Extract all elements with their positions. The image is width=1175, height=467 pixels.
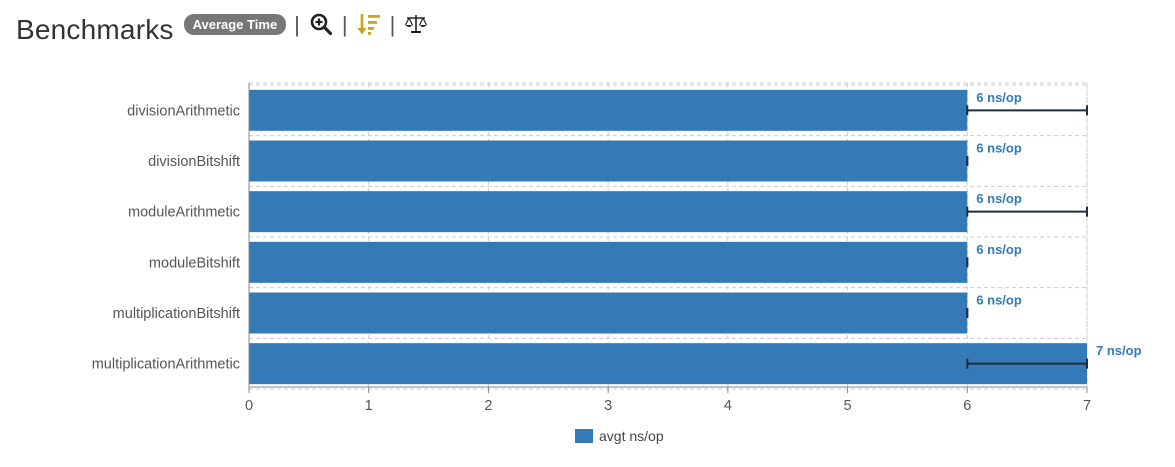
x-tick-label: 7 <box>1083 398 1091 414</box>
x-tick-label: 1 <box>365 398 373 414</box>
toolbar-separator: | <box>294 12 300 37</box>
bar[interactable] <box>249 140 968 182</box>
balance-scale-icon <box>405 15 428 33</box>
header: Benchmarks Average Time | | | <box>16 8 429 52</box>
category-label: multiplicationArithmetic <box>92 357 240 373</box>
value-label: 6 ns/op <box>976 191 1022 206</box>
zoom-in-icon <box>310 13 332 36</box>
value-label: 6 ns/op <box>976 141 1022 156</box>
category-label: divisionArithmetic <box>127 103 240 119</box>
bar[interactable] <box>249 343 1087 385</box>
category-label: moduleArithmetic <box>128 205 240 221</box>
value-label: 6 ns/op <box>976 293 1022 308</box>
x-tick-label: 2 <box>484 398 492 414</box>
value-label: 6 ns/op <box>976 90 1022 105</box>
x-tick-label: 0 <box>245 398 253 414</box>
bar[interactable] <box>249 241 968 283</box>
x-tick-label: 3 <box>604 398 612 414</box>
value-label: 7 ns/op <box>1096 343 1142 358</box>
bar[interactable] <box>249 292 968 334</box>
x-tick-label: 5 <box>844 398 852 414</box>
legend: avgt ns/op <box>575 428 664 444</box>
legend-label: avgt ns/op <box>599 428 664 444</box>
toolbar-separator: | <box>389 12 396 37</box>
category-label: divisionBitshift <box>148 154 240 170</box>
page-title: Benchmarks <box>16 14 174 45</box>
sort-button[interactable] <box>356 11 382 37</box>
value-label: 6 ns/op <box>976 242 1022 257</box>
toolbar-separator: | <box>341 12 348 37</box>
category-label: multiplicationBitshift <box>113 306 240 322</box>
bar[interactable] <box>249 89 968 131</box>
legend-swatch <box>575 429 593 443</box>
sort-descending-icon <box>357 14 380 35</box>
compare-button[interactable] <box>403 11 429 37</box>
zoom-button[interactable] <box>308 11 334 37</box>
x-tick-label: 4 <box>724 398 732 414</box>
mode-badge[interactable]: Average Time <box>183 13 287 35</box>
x-tick-label: 6 <box>963 398 971 414</box>
category-label: moduleBitshift <box>149 255 240 271</box>
bar[interactable] <box>249 191 968 233</box>
